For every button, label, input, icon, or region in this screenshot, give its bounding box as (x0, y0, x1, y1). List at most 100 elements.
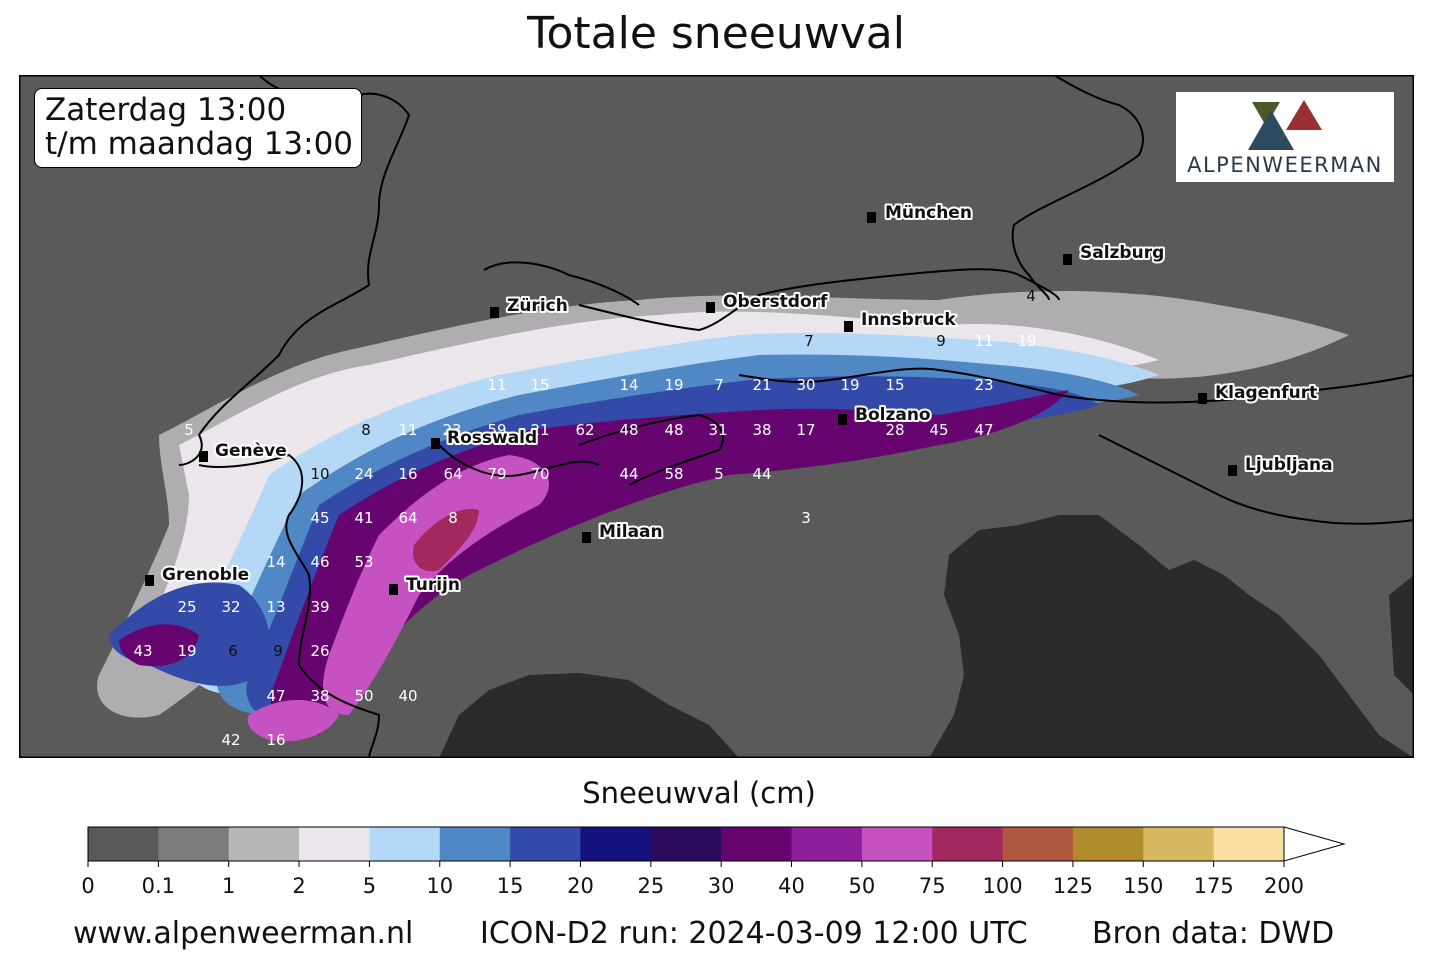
colorbar-tick-label: 50 (849, 874, 876, 898)
colorbar-tick-label: 25 (637, 874, 664, 898)
snow-value: 59 (487, 421, 506, 439)
city-label: Zürich (507, 296, 568, 316)
snow-value: 38 (310, 687, 329, 705)
city-label: Oberstdorf (723, 292, 828, 312)
snow-value: 7 (714, 376, 724, 394)
footer-source: Bron data: DWD (1092, 916, 1335, 951)
snow-value: 31 (708, 421, 727, 439)
colorbar-tick-label: 2 (292, 874, 305, 898)
snow-value: 8 (448, 509, 458, 527)
snow-value: 44 (752, 465, 771, 483)
colorbar: 0 0.1 1 2 5 10 15 20 25 30 40 50 75 100 125 150 175 200 (81, 826, 1346, 898)
forecast-period-box: Zaterdag 13:00 t/m maandag 13:00 (34, 88, 363, 168)
snow-value: 48 (664, 421, 683, 439)
snow-value: 16 (398, 465, 417, 483)
colorbar-tick-label: 175 (1194, 874, 1234, 898)
snow-value: 19 (840, 376, 859, 394)
colorbar-frame (87, 826, 1285, 862)
snow-value: 11 (487, 376, 506, 394)
snow-value: 5 (714, 465, 724, 483)
city-label: Salzburg (1080, 243, 1164, 263)
snow-value: 23 (442, 421, 461, 439)
snow-value: 44 (619, 465, 638, 483)
snow-value: 8 (361, 421, 371, 439)
adriatic-sea (929, 515, 1414, 758)
footer-website[interactable]: www.alpenweerman.nl (73, 916, 414, 951)
snow-band-white (146, 311, 1159, 675)
snow-value: 41 (354, 509, 373, 527)
colorbar-swatch (1072, 827, 1144, 861)
city-geneve: Genève (199, 439, 289, 463)
colorbar-tick-label: 150 (1123, 874, 1163, 898)
city-bolzano: Bolzano (838, 403, 933, 427)
colorbar-swatch (861, 827, 933, 861)
snow-value: 7 (804, 332, 814, 350)
snow-value: 24 (354, 465, 373, 483)
city-label: Bolzano (855, 405, 931, 425)
snowfall-map: 4 7 9 11 19 11 15 14 19 7 21 30 19 15 23… (19, 75, 1414, 758)
snow-value: 11 (974, 332, 993, 350)
snow-value: 10 (310, 465, 329, 483)
snow-value: 50 (354, 687, 373, 705)
colorbar-swatch (228, 827, 300, 861)
city-salzburg: Salzburg (1063, 241, 1166, 265)
colorbar-tick-label: 15 (497, 874, 524, 898)
chart-title: Totale sneeuwval (527, 8, 905, 59)
colorbar-swatch (369, 827, 441, 861)
snow-value: 46 (310, 553, 329, 571)
snow-value: 19 (1017, 332, 1036, 350)
snow-value: 45 (310, 509, 329, 527)
snow-value-labels: 4 7 9 11 19 11 15 14 19 7 21 30 19 15 23… (133, 287, 1036, 749)
city-label: Turijn (406, 575, 460, 595)
snow-band-lightblue (186, 332, 1159, 695)
snow-value: 11 (398, 421, 417, 439)
city-klagenfurt: Klagenfurt (1198, 381, 1319, 405)
snow-value: 3 (801, 509, 811, 527)
city-milaan: Milaan (582, 520, 665, 544)
snow-value: 32 (221, 598, 240, 616)
snow-value: 21 (530, 421, 549, 439)
colorbar-title: Sneeuwval (cm) (582, 776, 816, 810)
colorbar-swatch (299, 827, 370, 861)
snow-value: 17 (796, 421, 815, 439)
colorbar-swatch (510, 827, 581, 861)
colorbar-tick-label: 5 (363, 874, 376, 898)
snow-band-crimson (413, 509, 479, 572)
city-ljubljana: Ljubljana (1228, 453, 1335, 477)
colorbar-tick-label: 125 (1053, 874, 1093, 898)
snow-value: 64 (398, 509, 417, 527)
ligurian-sea (439, 673, 739, 758)
colorbar-swatch (791, 827, 863, 861)
city-label: Ljubljana (1245, 455, 1333, 475)
snow-value: 47 (974, 421, 993, 439)
snow-value: 4 (1026, 287, 1036, 305)
city-label: Innsbruck (861, 310, 956, 330)
snow-value: 70 (530, 465, 549, 483)
colorbar-tick-label: 200 (1264, 874, 1304, 898)
snow-value: 79 (487, 465, 506, 483)
city-zurich: Zürich (490, 294, 570, 318)
snow-value: 42 (221, 731, 240, 749)
snow-value: 14 (266, 553, 285, 571)
period-start: Zaterdag 13:00 (45, 92, 287, 128)
snow-value: 26 (310, 642, 329, 660)
snow-value: 6 (228, 642, 238, 660)
logo-mark-icon (1248, 100, 1322, 150)
logo-text: ALPENWEERMAN (1187, 153, 1383, 177)
colorbar-tick-label: 40 (778, 874, 805, 898)
city-grenoble: Grenoble (145, 563, 251, 587)
snow-value: 53 (354, 553, 373, 571)
colorbar-swatch (88, 827, 159, 861)
footer: www.alpenweerman.nl ICON-D2 run: 2024-03… (0, 916, 1432, 960)
colorbar-extend-arrow (1283, 826, 1346, 862)
city-label: Klagenfurt (1215, 383, 1317, 403)
snow-value: 43 (133, 642, 152, 660)
colorbar-tick-label: 30 (708, 874, 735, 898)
city-rosswald: Rosswald (431, 426, 539, 450)
colorbar-swatch (650, 827, 722, 861)
city-label: München (885, 203, 972, 223)
city-oberstdorf: Oberstdorf (706, 290, 830, 314)
colorbar-tick-label: 0.1 (142, 874, 175, 898)
colorbar-tick-label: 10 (426, 874, 453, 898)
snow-value: 62 (575, 421, 594, 439)
